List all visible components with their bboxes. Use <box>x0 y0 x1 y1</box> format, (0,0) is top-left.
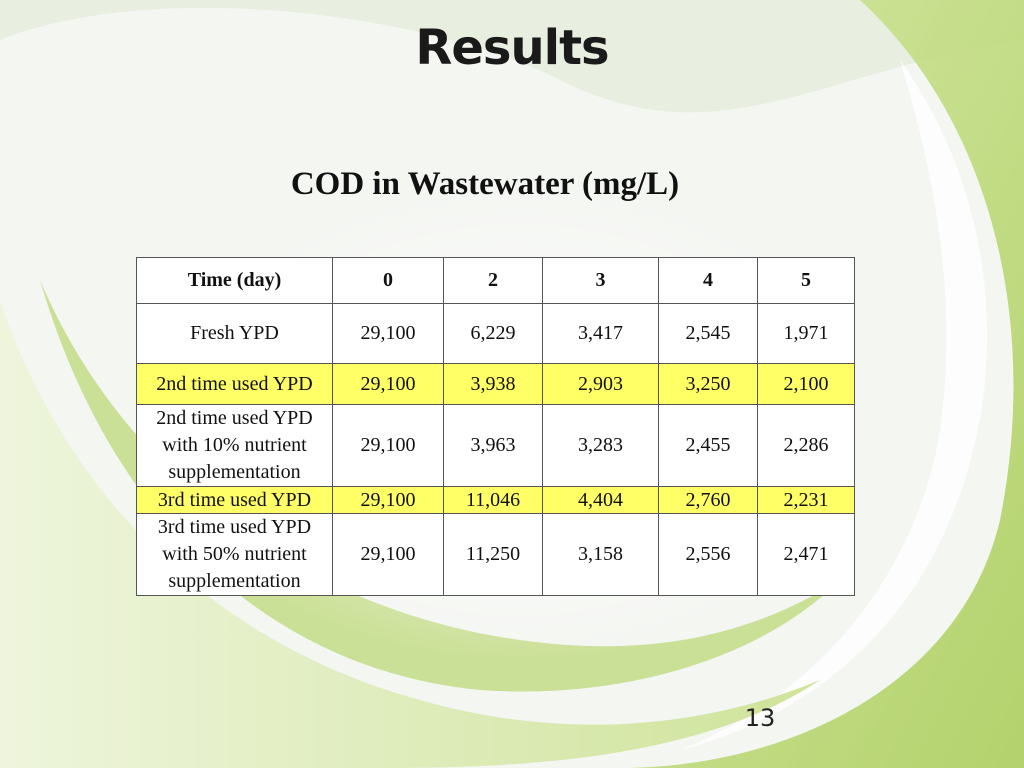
table-cell: 2,545 <box>658 303 758 364</box>
table-cell: 2,455 <box>658 404 758 487</box>
table-cell: 2,556 <box>658 513 758 596</box>
row-label: 3rd time used YPD <box>136 486 333 514</box>
table-cell: 29,100 <box>332 486 444 514</box>
row-label: 2nd time used YPD with 10% nutrient supp… <box>136 404 333 487</box>
table-cell: 11,250 <box>443 513 543 596</box>
cod-table: Time (day) 0 2 3 4 5 Fresh YPD 29,100 6,… <box>136 257 855 596</box>
table-cell: 29,100 <box>332 404 444 487</box>
table-cell: 11,046 <box>443 486 543 514</box>
table-header-row: Time (day) 0 2 3 4 5 <box>136 257 855 304</box>
table-cell: 3,250 <box>658 363 758 405</box>
table-cell: 3,158 <box>542 513 659 596</box>
header-cell: 0 <box>332 257 444 304</box>
table-row: 3rd time used YPD 29,100 11,046 4,404 2,… <box>136 486 855 514</box>
table-cell: 29,100 <box>332 303 444 364</box>
header-cell: 4 <box>658 257 758 304</box>
table-cell: 6,229 <box>443 303 543 364</box>
table-cell: 2,231 <box>757 486 855 514</box>
header-cell: 5 <box>757 257 855 304</box>
row-label: 2nd time used YPD <box>136 363 333 405</box>
table-cell: 2,903 <box>542 363 659 405</box>
header-cell: 3 <box>542 257 659 304</box>
table-cell: 29,100 <box>332 363 444 405</box>
table-cell: 2,471 <box>757 513 855 596</box>
table-row: 2nd time used YPD with 10% nutrient supp… <box>136 404 855 487</box>
table-row: 2nd time used YPD 29,100 3,938 2,903 3,2… <box>136 363 855 405</box>
table-cell: 2,760 <box>658 486 758 514</box>
page-number: 13 <box>744 704 776 732</box>
table-cell: 29,100 <box>332 513 444 596</box>
table-cell: 2,100 <box>757 363 855 405</box>
table-row: Fresh YPD 29,100 6,229 3,417 2,545 1,971 <box>136 303 855 364</box>
table-cell: 3,938 <box>443 363 543 405</box>
row-label: Fresh YPD <box>136 303 333 364</box>
table-cell: 3,283 <box>542 404 659 487</box>
header-cell: Time (day) <box>136 257 333 304</box>
table-cell: 3,417 <box>542 303 659 364</box>
header-cell: 2 <box>443 257 543 304</box>
table-cell: 2,286 <box>757 404 855 487</box>
slide-title: Results <box>415 20 609 76</box>
row-label: 3rd time used YPD with 50% nutrient supp… <box>136 513 333 596</box>
table-cell: 4,404 <box>542 486 659 514</box>
table-row: 3rd time used YPD with 50% nutrient supp… <box>136 513 855 596</box>
table-cell: 3,963 <box>443 404 543 487</box>
table-cell: 1,971 <box>757 303 855 364</box>
table-caption: COD in Wastewater (mg/L) <box>290 166 680 202</box>
